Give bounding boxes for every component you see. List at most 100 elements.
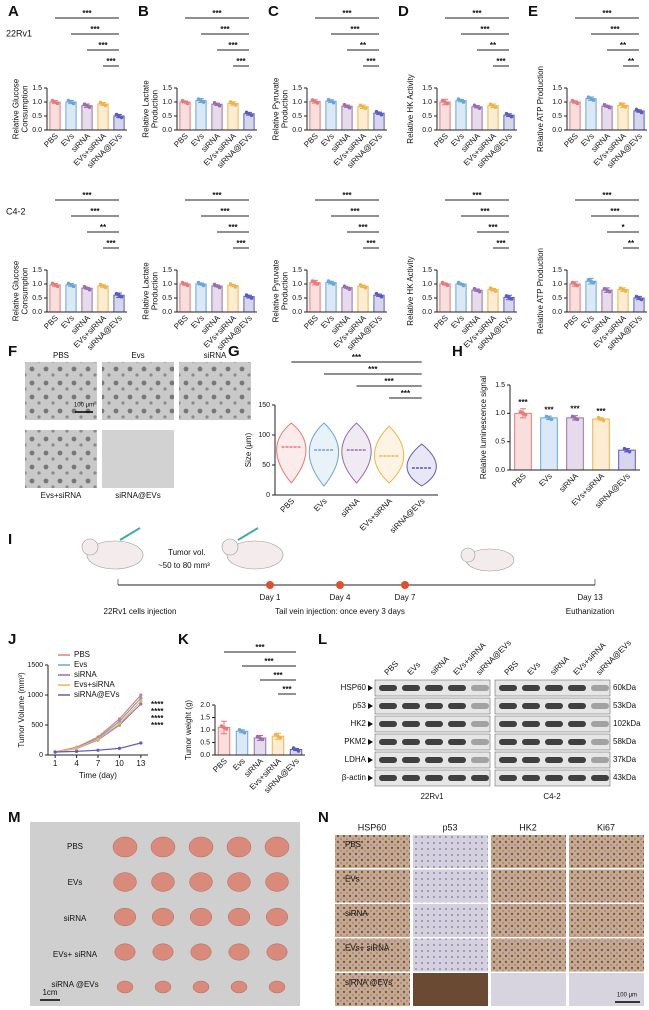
bar bbox=[357, 106, 369, 131]
y-tick-label: 500 bbox=[31, 722, 43, 729]
significance-label: *** bbox=[82, 9, 92, 18]
cell-line-label: C4-2 bbox=[543, 792, 561, 801]
marker bbox=[96, 748, 100, 752]
y-tick-label: 1.0 bbox=[552, 281, 562, 288]
y-axis-label: Tumor weight (g) bbox=[184, 700, 193, 761]
ihc-image bbox=[569, 835, 644, 868]
tumor bbox=[116, 980, 134, 994]
band bbox=[448, 703, 466, 709]
significance-label: *** bbox=[401, 389, 411, 398]
point bbox=[623, 289, 628, 293]
y-tick-label: 1.5 bbox=[422, 85, 432, 92]
band bbox=[402, 685, 420, 691]
significance-label: *** bbox=[610, 25, 620, 34]
x-tick-label: PBS bbox=[562, 132, 580, 150]
tumor bbox=[268, 980, 286, 994]
x-tick-label: 1 bbox=[53, 759, 58, 768]
y-tick-label: 150 bbox=[258, 402, 270, 409]
point bbox=[201, 283, 206, 288]
ihc-image bbox=[413, 938, 488, 972]
y-tick-label: 1.0 bbox=[422, 99, 432, 106]
ihc-image bbox=[335, 938, 410, 972]
band bbox=[568, 757, 586, 763]
tumor bbox=[230, 980, 248, 994]
significance-label: *** bbox=[228, 223, 238, 232]
size-label: 102kDa bbox=[613, 719, 641, 728]
image-label: Evs bbox=[131, 351, 144, 360]
point bbox=[71, 284, 76, 289]
band bbox=[379, 685, 397, 691]
band bbox=[499, 721, 517, 727]
bar bbox=[618, 449, 636, 471]
significance-label: * bbox=[621, 223, 625, 232]
band bbox=[545, 721, 563, 727]
bar bbox=[617, 104, 629, 131]
band bbox=[471, 703, 489, 709]
bar bbox=[49, 101, 61, 131]
band bbox=[499, 739, 517, 745]
x-tick-label: siRNA bbox=[558, 471, 581, 494]
y-tick-label: 1.5 bbox=[200, 714, 210, 721]
arrow bbox=[368, 775, 373, 781]
y-tick-label: 1.0 bbox=[552, 99, 562, 106]
band bbox=[568, 685, 586, 691]
point bbox=[601, 418, 606, 423]
bar bbox=[211, 103, 223, 131]
tumor bbox=[151, 907, 175, 927]
cell-line-label: 22Rv1 bbox=[6, 28, 32, 38]
y-tick-label: 1.5 bbox=[292, 267, 302, 274]
x-tick-label: siRNA bbox=[339, 496, 362, 519]
point bbox=[627, 449, 632, 454]
point bbox=[249, 113, 254, 118]
band bbox=[499, 685, 517, 691]
band bbox=[471, 757, 489, 763]
y-tick-label: 0.5 bbox=[292, 113, 302, 120]
y-tick-label: 0.5 bbox=[422, 113, 432, 120]
bar bbox=[471, 106, 483, 131]
protein-label: β-actin bbox=[342, 773, 366, 782]
significance-label: *** bbox=[472, 9, 482, 18]
significance-label: *** bbox=[273, 671, 283, 680]
ihc-grid: HSP60 p53 HK2 Ki67 PBS EVs siRNA EVs+ siRNA siRN… bbox=[335, 822, 644, 1006]
point bbox=[119, 115, 124, 120]
tumor bbox=[226, 836, 252, 858]
lane-label: PBS bbox=[503, 659, 521, 677]
row-label: EVs+ siRNA bbox=[53, 950, 98, 959]
band bbox=[545, 685, 563, 691]
significance-label: *** bbox=[496, 239, 506, 248]
point bbox=[461, 283, 466, 288]
ihc-image bbox=[491, 904, 566, 937]
x-tick-label: 4 bbox=[74, 759, 79, 768]
significance-label: *** bbox=[106, 57, 116, 66]
bar bbox=[455, 100, 467, 131]
significance-label: *** bbox=[342, 191, 352, 200]
band bbox=[568, 703, 586, 709]
band bbox=[499, 757, 517, 763]
panel-label: F bbox=[8, 343, 17, 360]
band bbox=[545, 757, 563, 763]
point bbox=[379, 112, 384, 117]
bar bbox=[81, 105, 93, 131]
ihc-image bbox=[413, 973, 488, 1006]
tumor bbox=[113, 907, 137, 927]
panel-label: H bbox=[452, 343, 463, 360]
significance-label: *** bbox=[106, 239, 116, 248]
band bbox=[591, 739, 609, 745]
schematic bbox=[81, 527, 596, 589]
panel-label: C bbox=[268, 3, 279, 20]
size-label: 37kDa bbox=[613, 755, 637, 764]
point bbox=[639, 297, 644, 302]
band bbox=[568, 721, 586, 727]
annotation: *** bbox=[596, 407, 606, 416]
bar bbox=[179, 283, 191, 313]
y-axis-label: Relative ATP Production bbox=[536, 66, 545, 152]
point bbox=[461, 100, 466, 104]
panel-label: J bbox=[8, 631, 16, 648]
panel-label: D bbox=[398, 3, 409, 20]
band bbox=[425, 739, 443, 745]
point bbox=[347, 287, 352, 291]
band bbox=[448, 757, 466, 763]
marker bbox=[139, 693, 143, 697]
band bbox=[425, 775, 443, 781]
band bbox=[471, 739, 489, 745]
